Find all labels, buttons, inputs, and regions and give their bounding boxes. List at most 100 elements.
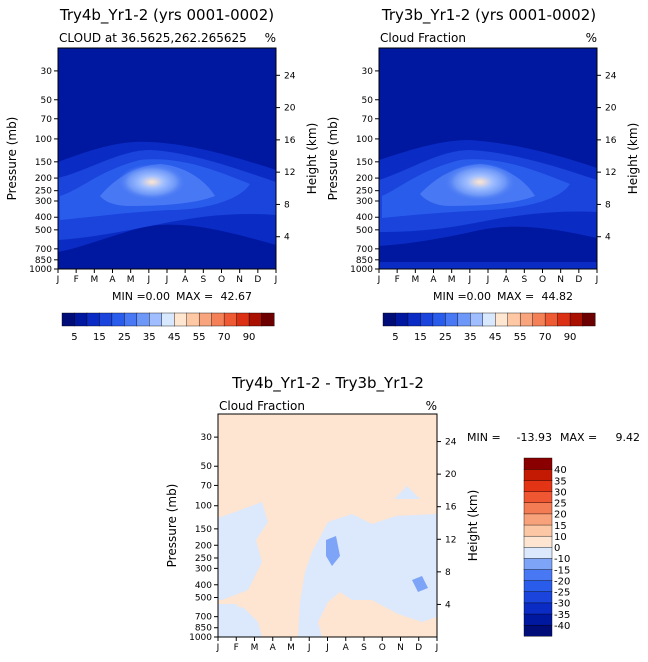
panel-1-subtitle: CLOUD at 36.5625,262.265625 [59,31,247,45]
y-tick-label: 850 [35,256,52,266]
colorbar-label: 15 [554,521,567,532]
y-tick-label: 200 [35,174,52,184]
panel-1-min-label: MIN = [112,290,146,303]
y-tick-label: 50 [362,96,374,106]
colorbar-label: 5 [71,332,77,343]
colorbar-swatch [124,312,138,327]
y2-tick-label: 16 [284,136,296,146]
y2-tick-label: 12 [605,168,616,178]
y-tick-label: 1000 [29,265,52,275]
y2-tick-label: 12 [445,535,456,545]
x-tick-label: D [575,275,582,285]
x-tick-label: J [377,275,381,285]
x-tick-label: N [397,643,404,653]
colorbar-swatch [482,312,496,327]
panel-1-peak-marker [118,164,186,200]
y2-tick-label: 8 [445,568,451,578]
y-tick-label: 700 [195,613,212,623]
colorbar-swatch [198,312,213,327]
panel-2-title: Try3b_Yr1-2 (yrs 0001-0002) [381,6,596,25]
x-tick-label: M [448,275,456,285]
colorbar-swatch [523,513,553,526]
colorbar-swatch [582,312,596,327]
y2-axis-title: Height (km) [466,490,480,561]
y2-tick-label: 20 [284,104,296,114]
colorbar-swatch [523,502,553,515]
y-tick-label: 70 [362,115,374,125]
colorbar-swatch [248,312,263,327]
colorbar-label: -35 [554,610,570,621]
y-tick-label: 700 [35,245,52,255]
colorbar-label: 40 [554,465,567,476]
y2-tick-label: 16 [605,136,617,146]
y2-tick-label: 20 [605,104,617,114]
y-tick-label: 100 [35,135,52,145]
colorbar-swatch [532,312,546,327]
y-tick-label: 300 [356,197,373,207]
colorbar-label: 15 [93,332,106,343]
panel-1-title: Try4b_Yr1-2 (yrs 0001-0002) [59,6,274,25]
panel-2-peak-marker [444,163,516,201]
x-tick-label: D [415,643,422,653]
x-tick-label: J [56,275,60,285]
panel-1: Try4b_Yr1-2 (yrs 0001-0002) CLOUD at 36.… [5,6,319,343]
colorbar-swatch [149,312,163,327]
x-tick-label: M [287,643,295,653]
colorbar-swatch [523,491,553,504]
y2-axis-title: Height (km) [626,123,640,194]
y-axis-title: Pressure (mb) [5,117,19,201]
x-tick-label: J [307,643,311,653]
x-tick-label: M [251,643,259,653]
panel-2-field [379,48,597,269]
colorbar-label: -25 [554,588,570,599]
colorbar-label: 30 [554,487,567,498]
y-tick-label: 150 [195,525,212,535]
x-tick-label: J [165,275,169,285]
x-tick-label: A [430,275,437,285]
colorbar-label: -40 [554,621,570,632]
panel-2-colorbar: 5 15 25 35 45 55 70 90 [382,312,596,343]
y-axis-title: Pressure (mb) [165,484,179,568]
panel-1-units: % [265,31,276,45]
y-tick-label: 70 [41,115,53,125]
x-tick-label: M [90,275,98,285]
panel-2: Try3b_Yr1-2 (yrs 0001-0002) Cloud Fracti… [326,6,640,343]
colorbar-swatch [507,312,521,327]
panel-1-colorbar: 5 15 25 35 45 55 70 90 [61,312,275,343]
x-tick-label: J [468,275,472,285]
panel-2-subtitle: Cloud Fraction [380,31,466,45]
colorbar-swatch [495,312,509,327]
y-tick-label: 500 [35,226,52,236]
panel-2-min-value: 0.00 [467,290,492,303]
y-tick-label: 500 [356,226,373,236]
colorbar-label: 25 [439,332,452,343]
y-tick-label: 300 [195,564,212,574]
y-tick-label: 200 [356,174,373,184]
x-tick-label: J [486,275,490,285]
colorbar-swatch [382,312,396,327]
colorbar-swatch [523,524,553,537]
colorbar-label: 25 [118,332,131,343]
x-tick-label: M [411,275,419,285]
y-tick-label: 400 [35,213,52,223]
colorbar-swatch [445,312,459,327]
panel-2-max-label: MAX = [497,290,534,303]
x-tick-label: A [503,275,510,285]
x-tick-label: S [200,275,206,285]
y-tick-label: 850 [356,256,373,266]
panel-1-max-value: 42.67 [221,290,253,303]
y2-tick-label: 12 [284,168,295,178]
x-tick-label: A [182,275,189,285]
y-tick-label: 50 [201,462,213,472]
colorbar-swatch [523,480,553,492]
x-tick-label: J [595,275,599,285]
panel-1-field [58,48,276,269]
colorbar-swatch [519,312,534,327]
panel-3-max-value: 9.42 [616,431,641,444]
y2-axis-title: Height (km) [305,123,319,194]
y-tick-label: 50 [41,96,53,106]
colorbar-swatch [420,312,434,327]
y-tick-label: 30 [41,67,53,77]
x-tick-label: J [274,275,278,285]
y2-tick-label: 8 [605,200,611,210]
